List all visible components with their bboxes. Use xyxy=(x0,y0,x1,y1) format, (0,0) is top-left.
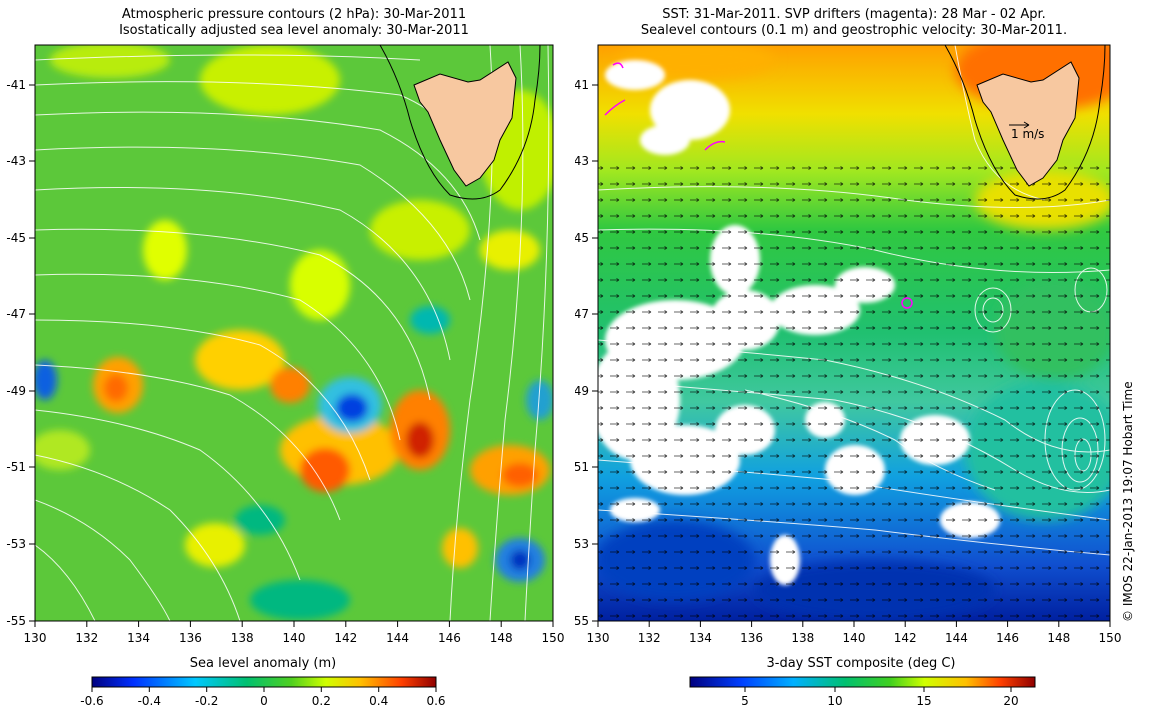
left-x-tick-142: 142 xyxy=(334,631,357,645)
left-title-line-1: Atmospheric pressure contours (2 hPa): 3… xyxy=(121,7,467,22)
right-x-tick-132: 132 xyxy=(638,631,661,645)
left-x-tick-144: 144 xyxy=(386,631,409,645)
left-y-axis xyxy=(29,84,35,622)
left-cb-tick-3: -0.2 xyxy=(195,694,218,708)
right-colorbar-label: 3-day SST composite (deg C) xyxy=(766,656,955,671)
right-map-title: SST: 31-Mar-2011. SVP drifters (magenta)… xyxy=(598,7,1110,39)
left-y-tick-43: -43 xyxy=(6,154,26,168)
right-y-tick-53: -53 xyxy=(575,537,589,551)
right-sst-map: 1 m/s 130 132 134 136 138 140 142 144 14… xyxy=(575,44,1122,708)
left-cb-tick-2: -0.4 xyxy=(138,694,161,708)
left-x-tick-136: 136 xyxy=(179,631,202,645)
left-sla-map: 130 132 134 136 138 140 142 144 146 148 … xyxy=(6,44,565,708)
left-y-tick-55: -55 xyxy=(6,614,26,628)
left-x-tick-132: 132 xyxy=(75,631,98,645)
left-x-tick-148: 148 xyxy=(490,631,513,645)
right-x-tick-146: 146 xyxy=(996,631,1019,645)
right-y-tick-47: -47 xyxy=(575,307,589,321)
left-y-tick-49: -49 xyxy=(6,384,26,398)
left-cb-tick-7: 0.6 xyxy=(426,694,445,708)
left-y-tick-41: -41 xyxy=(6,78,26,92)
right-cb-tick-10: 10 xyxy=(827,694,842,708)
right-y-tick-45: -45 xyxy=(575,231,589,245)
right-y-tick-41: -41 xyxy=(575,78,589,92)
right-x-tick-150: 150 xyxy=(1099,631,1122,645)
right-x-tick-130: 130 xyxy=(587,631,610,645)
imos-credit: © IMOS 22-Jan-2013 19:07 Hobart Time xyxy=(1121,381,1135,622)
left-cb-tick-4: 0 xyxy=(260,694,268,708)
right-cb-tick-20: 20 xyxy=(1003,694,1018,708)
sst-field: 1 m/s xyxy=(598,45,1110,621)
left-cb-tick-5: 0.2 xyxy=(312,694,331,708)
left-y-tick-47: -47 xyxy=(6,307,26,321)
left-map-title: Atmospheric pressure contours (2 hPa): 3… xyxy=(35,7,553,39)
right-cb-tick-5: 5 xyxy=(741,694,749,708)
right-colorbar xyxy=(689,676,1036,688)
right-y-tick-55: -55 xyxy=(575,614,589,628)
right-x-tick-138: 138 xyxy=(791,631,814,645)
left-colorbar xyxy=(91,676,437,688)
left-y-tick-51: -51 xyxy=(6,460,26,474)
right-x-tick-140: 140 xyxy=(843,631,866,645)
left-y-tick-53: -53 xyxy=(6,537,26,551)
right-x-axis xyxy=(597,621,1111,627)
right-x-tick-144: 144 xyxy=(945,631,968,645)
tasmania-land xyxy=(413,61,517,187)
right-title-line-2: Sealevel contours (0.1 m) and geostrophi… xyxy=(640,23,1068,38)
left-x-tick-150: 150 xyxy=(542,631,565,645)
velocity-scale-label: 1 m/s xyxy=(1011,127,1044,141)
right-y-tick-51: -51 xyxy=(575,460,589,474)
left-cb-tick-6: 0.4 xyxy=(369,694,388,708)
left-colorbar-label: Sea level anomaly (m) xyxy=(190,656,336,671)
right-x-tick-134: 134 xyxy=(689,631,712,645)
sla-field xyxy=(35,45,553,621)
left-x-tick-130: 130 xyxy=(24,631,47,645)
right-x-tick-148: 148 xyxy=(1047,631,1070,645)
svp-drifters xyxy=(604,62,913,309)
right-cb-tick-15: 15 xyxy=(916,694,931,708)
left-y-tick-45: -45 xyxy=(6,231,26,245)
right-x-tick-142: 142 xyxy=(894,631,917,645)
left-x-tick-134: 134 xyxy=(127,631,150,645)
left-x-axis xyxy=(34,621,554,627)
left-x-tick-140: 140 xyxy=(283,631,306,645)
left-title-line-2: Isostatically adjusted sea level anomaly… xyxy=(119,23,469,38)
left-x-tick-146: 146 xyxy=(438,631,461,645)
right-x-tick-136: 136 xyxy=(740,631,763,645)
right-y-axis xyxy=(592,84,598,622)
right-y-tick-49: -49 xyxy=(575,384,589,398)
left-x-tick-138: 138 xyxy=(231,631,254,645)
right-title-line-1: SST: 31-Mar-2011. SVP drifters (magenta)… xyxy=(662,7,1046,22)
left-cb-tick-1: -0.6 xyxy=(80,694,103,708)
right-y-tick-43: -43 xyxy=(575,154,589,168)
